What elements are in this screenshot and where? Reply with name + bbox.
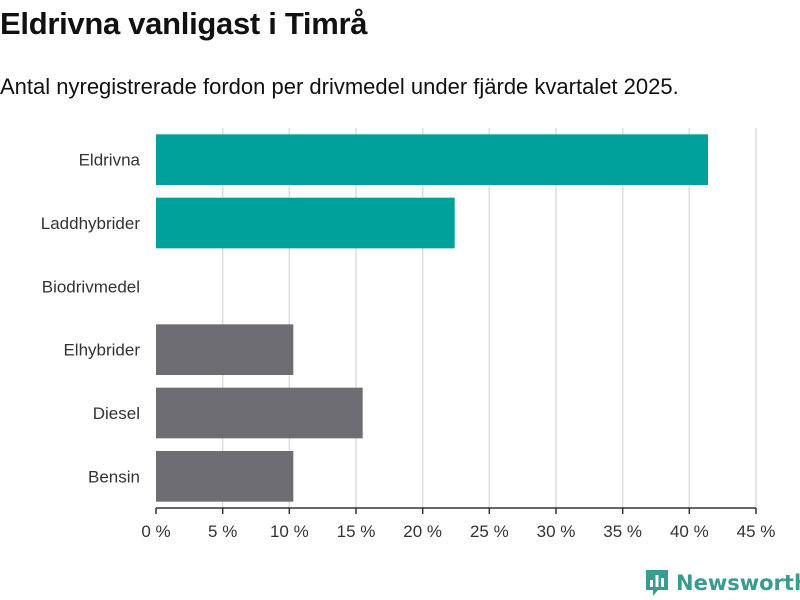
category-label: Diesel: [93, 404, 140, 423]
category-label: Bensin: [88, 467, 140, 486]
category-label: Laddhybrider: [41, 214, 141, 233]
bar-eldrivna: [156, 134, 708, 185]
x-tick-label: 25 %: [470, 522, 509, 541]
newsworthy-logo: Newsworthy: [644, 568, 800, 598]
x-tick-label: 15 %: [337, 522, 376, 541]
brand-name: Newsworthy: [676, 571, 800, 595]
x-tick-label: 20 %: [403, 522, 442, 541]
x-tick-label: 30 %: [537, 522, 576, 541]
newsworthy-logo-icon: [646, 570, 668, 596]
x-tick-label: 35 %: [603, 522, 642, 541]
chart-title: Eldrivna vanligast i Timrå: [0, 6, 368, 41]
x-tick-label: 5 %: [208, 522, 237, 541]
category-label: Eldrivna: [79, 151, 141, 170]
bar-elhybrider: [156, 324, 294, 375]
x-tick-label: 0 %: [141, 522, 170, 541]
category-label: Biodrivmedel: [42, 277, 140, 296]
x-tick-label: 40 %: [670, 522, 709, 541]
chart-subtitle: Antal nyregistrerade fordon per drivmede…: [0, 74, 679, 99]
x-tick-label: 10 %: [270, 522, 309, 541]
bar-diesel: [156, 387, 363, 439]
x-tick-label: 45 %: [737, 522, 776, 541]
bar-laddhybrider: [156, 197, 455, 249]
bar-bensin: [156, 451, 294, 502]
category-label: Elhybrider: [63, 341, 140, 360]
